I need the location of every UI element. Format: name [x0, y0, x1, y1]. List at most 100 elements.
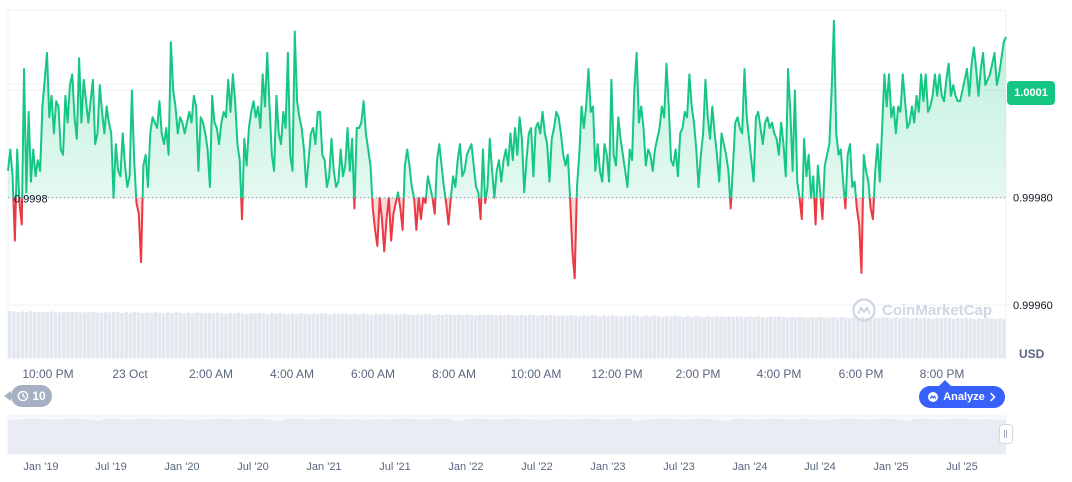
volume-bar [756, 316, 761, 358]
x-tick-label: 6:00 AM [351, 367, 395, 381]
volume-bar [507, 314, 511, 358]
volume-bar [1001, 318, 1006, 358]
volume-bar [70, 311, 74, 358]
volume-bar [315, 314, 320, 358]
volume-bar [469, 314, 474, 358]
volume-bar [885, 317, 889, 358]
volume-bar [382, 313, 386, 358]
volume-bar [274, 313, 278, 358]
volume-bar [282, 313, 286, 358]
currency-label: USD [1019, 347, 1045, 361]
volume-bar [120, 312, 124, 358]
volume-bar [777, 316, 781, 358]
volume-bar [53, 311, 58, 358]
volume-bar [947, 318, 952, 358]
volume-bar [498, 314, 503, 358]
volume-bar [935, 317, 939, 358]
x-tick-label: 4:00 AM [270, 367, 314, 381]
volume-bar [432, 315, 436, 358]
volume-bar [390, 314, 395, 358]
volume-bar [353, 313, 357, 358]
volume-bar [635, 316, 640, 358]
volume-bar [45, 312, 49, 358]
navigator-tick-label: Jan '19 [23, 461, 58, 473]
volume-bar [744, 317, 748, 358]
navigator-handle[interactable] [999, 424, 1013, 444]
navigator-tick-label: Jan '23 [590, 461, 625, 473]
volume-bar [128, 312, 133, 358]
volume-bar [490, 314, 494, 358]
volume-bar [943, 317, 948, 358]
volume-bar [839, 316, 844, 358]
navigator-tick-label: Jan '22 [448, 461, 483, 473]
volume-bar [773, 317, 777, 358]
volume-bar [764, 317, 769, 358]
volume-bar [107, 312, 112, 358]
volume-bar [419, 314, 424, 358]
volume-bar [215, 312, 220, 358]
volume-bar [581, 315, 586, 358]
volume-bar [336, 314, 341, 358]
volume-bar [240, 313, 245, 358]
volume-bar [926, 318, 931, 358]
volume-bar [124, 312, 128, 358]
volume-bar [182, 313, 187, 358]
volume-bar [660, 316, 665, 358]
volume-bar [586, 315, 590, 358]
y-tick-label: 0.99980 [1013, 193, 1053, 205]
volume-bar [303, 313, 307, 358]
volume-bar [806, 317, 810, 358]
navigator-tick-label: Jul '19 [95, 461, 126, 473]
volume-bar [253, 313, 257, 358]
watermark-text: CoinMarketCap [882, 301, 993, 319]
volume-bar [856, 317, 860, 358]
volume-bar [103, 311, 108, 358]
volume-bar [157, 312, 162, 358]
volume-bar [203, 313, 207, 358]
volume-bar [760, 316, 765, 358]
volume-bar [960, 318, 964, 358]
volume-bar [24, 312, 29, 358]
volume-bar [307, 314, 311, 358]
volume-bar [511, 315, 515, 358]
volume-bar [918, 318, 923, 358]
volume-bar [8, 311, 12, 358]
volume-bar [361, 313, 365, 358]
x-tick-label: 10:00 AM [511, 367, 562, 381]
volume-bar [881, 317, 885, 358]
analyze-label: Analyze [943, 391, 985, 403]
volume-bar [872, 317, 877, 358]
volume-bar [66, 312, 70, 358]
volume-bar [972, 318, 977, 358]
volume-bar [569, 314, 573, 358]
volume-bar [823, 317, 827, 358]
volume-bar [540, 315, 544, 358]
volume-bar [561, 315, 565, 358]
volume-bar [669, 316, 673, 358]
volume-bar [573, 315, 578, 358]
volume-bar [677, 316, 682, 358]
volume-bar [141, 313, 145, 358]
volume-bar [793, 317, 798, 358]
range-navigator[interactable] [7, 415, 1007, 455]
volume-bar [577, 316, 582, 358]
volume-bar [299, 313, 303, 358]
volume-bar [590, 315, 594, 358]
volume-bar [49, 311, 54, 358]
reference-price-label: 0.9998 [14, 194, 48, 206]
volume-bar [914, 317, 919, 358]
volume-bar [37, 312, 41, 358]
cmc-logo-icon [928, 392, 939, 402]
analyze-button[interactable]: Analyze [919, 380, 1005, 408]
volume-bar [673, 315, 677, 358]
volume-bar [32, 311, 37, 358]
history-icon [18, 390, 29, 402]
volume-bar [195, 312, 199, 358]
volume-bar [702, 317, 706, 358]
volume-bar [91, 311, 95, 358]
volume-bar [486, 314, 490, 358]
history-badge[interactable]: 10 [4, 385, 52, 407]
volume-bar [82, 311, 87, 358]
reference-line: 0.9998 [8, 194, 1006, 206]
